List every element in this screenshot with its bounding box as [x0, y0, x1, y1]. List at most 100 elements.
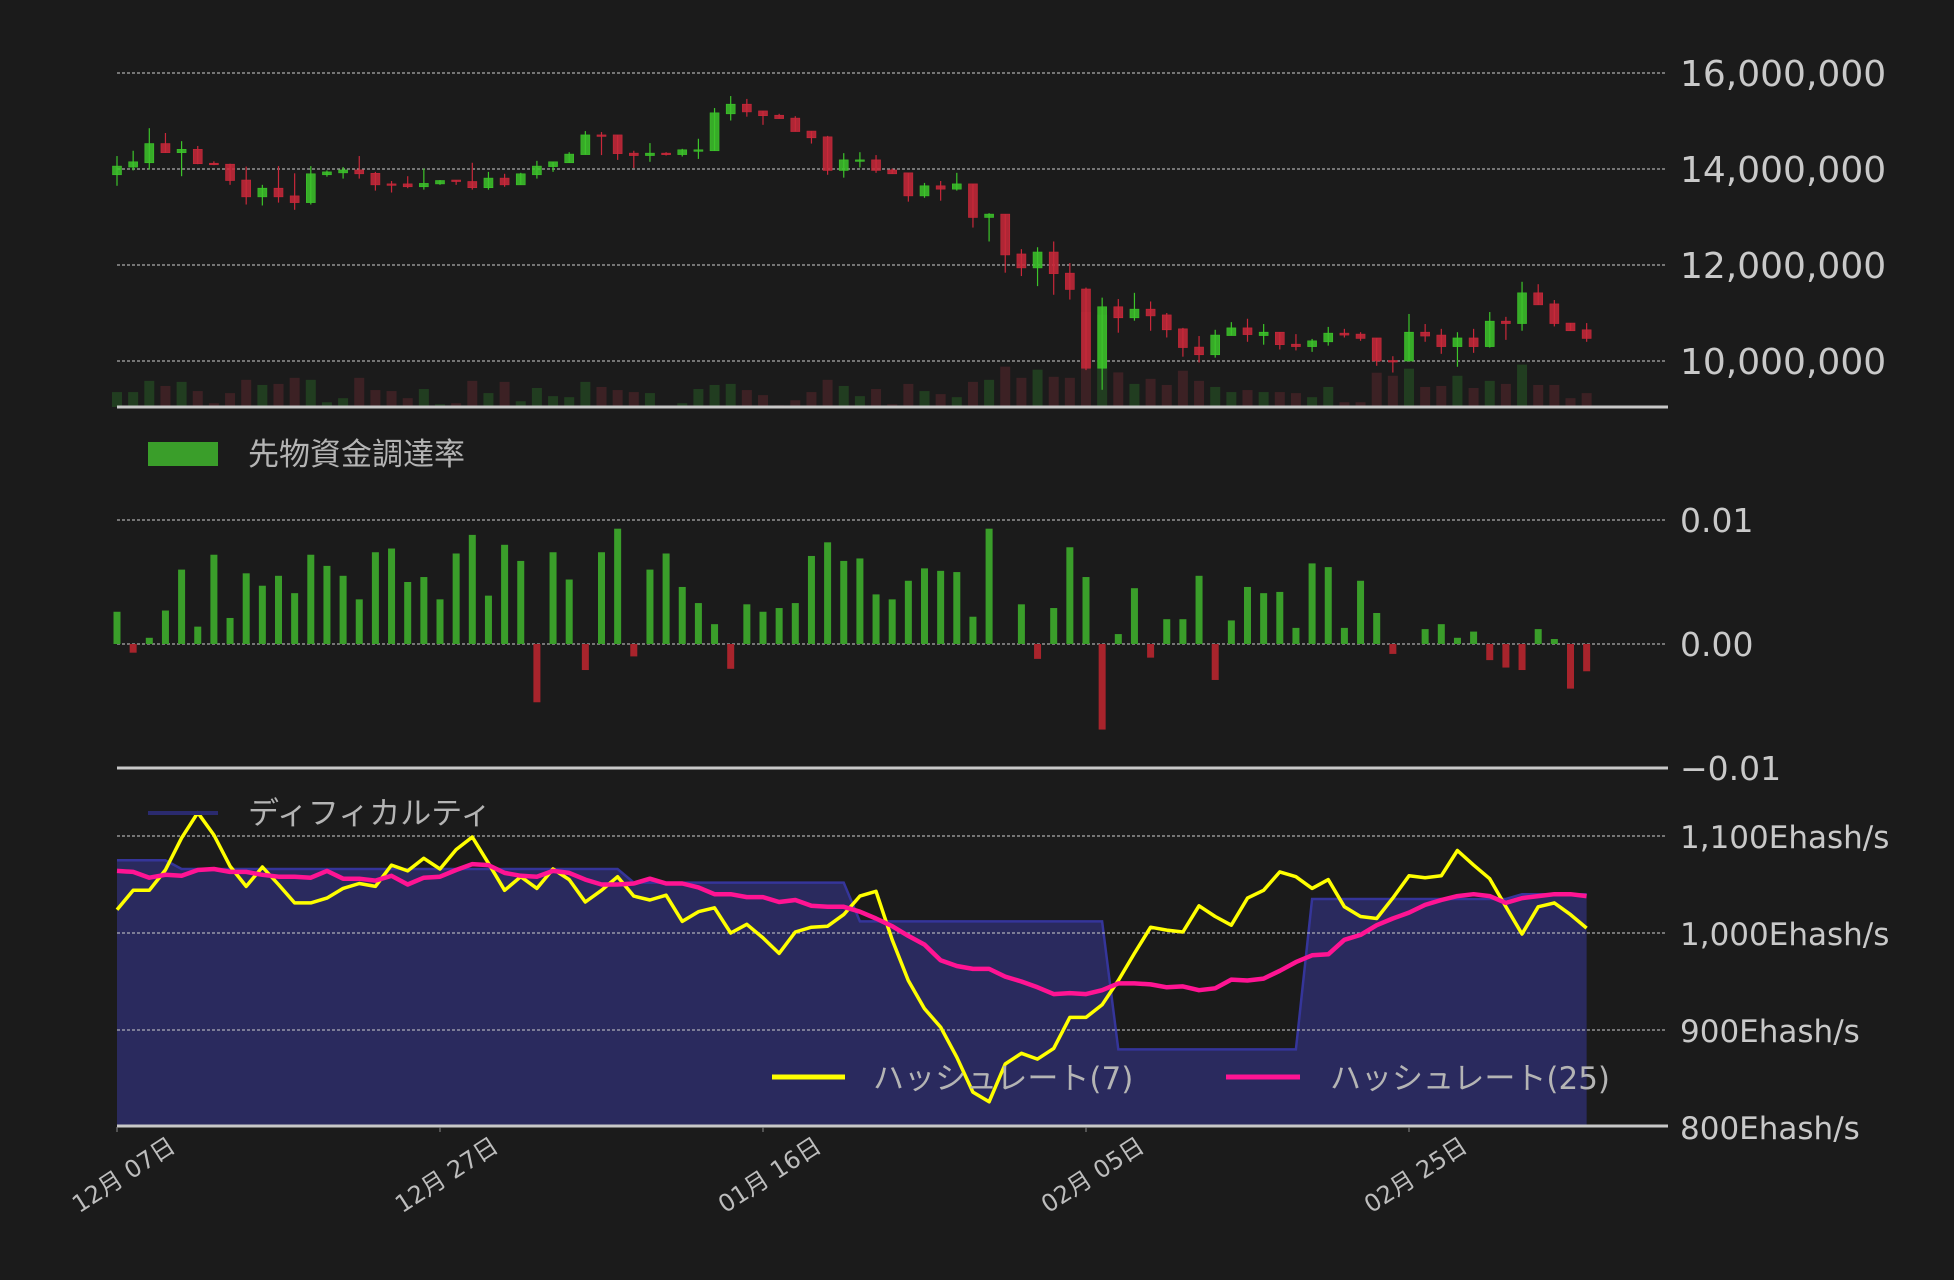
hashrate25-line: [116, 861, 1587, 997]
volume-bar: [128, 392, 139, 407]
funding-rate-panel: 先物資金調達率 0.01 0.00 −0.01: [113, 437, 1781, 788]
volume-bar: [693, 389, 704, 407]
candle-body: [693, 149, 704, 152]
funding-bar: [1308, 563, 1316, 644]
candle: [273, 166, 284, 203]
candle: [919, 182, 930, 198]
volume-bar: [838, 385, 849, 407]
candle-body: [257, 187, 268, 198]
candle-body: [144, 143, 155, 164]
candle: [774, 113, 784, 119]
candle-body: [499, 177, 510, 186]
volume-bar: [1258, 392, 1269, 407]
funding-bar: [323, 565, 331, 644]
candle-body: [532, 165, 542, 176]
candle-body: [1404, 331, 1414, 362]
funding-bar: [258, 585, 266, 644]
funding-bar: [501, 544, 509, 644]
funding-bar: [517, 560, 525, 644]
funding-legend-swatch: [148, 442, 218, 466]
candle: [1242, 318, 1253, 342]
funding-bar: [436, 599, 444, 644]
volume-bar: [1500, 383, 1511, 407]
candle-body: [305, 173, 316, 203]
volume-bar: [1404, 368, 1414, 407]
candle: [677, 148, 688, 157]
funding-bar: [1066, 547, 1074, 644]
candle: [467, 162, 478, 190]
funding-bar: [371, 552, 379, 644]
volume-bar: [176, 381, 187, 407]
volume-bar: [1242, 390, 1253, 407]
funding-bar: [1260, 593, 1268, 644]
volume-bar: [531, 388, 542, 407]
candle: [1258, 324, 1269, 345]
funding-bar: [694, 603, 702, 644]
hashrate-legends: ディフィカルティ ハッシュレート(7) ハッシュレート(25): [148, 796, 1610, 1097]
volume-bar: [548, 396, 559, 407]
candle-body: [838, 159, 849, 171]
funding-bar: [888, 599, 896, 644]
candle: [661, 152, 671, 156]
volume-bar: [1420, 386, 1431, 407]
funding-bar: [452, 553, 460, 644]
volume-bar: [741, 390, 752, 407]
candle: [1275, 331, 1285, 350]
volume-bar: [1048, 376, 1059, 407]
funding-bar: [614, 528, 622, 644]
funding-bar: [242, 573, 250, 644]
candle: [1032, 247, 1043, 287]
funding-bar: [226, 617, 234, 644]
candle: [935, 181, 946, 201]
volume-bar: [241, 379, 252, 407]
difficulty-legend-label: ディフィカルティ: [248, 796, 491, 832]
candle: [1048, 241, 1059, 295]
candle: [144, 128, 155, 170]
volume-bar: [305, 379, 316, 407]
funding-bar: [1211, 644, 1219, 680]
candle: [1371, 337, 1382, 366]
volume-bar: [160, 385, 171, 407]
volume-bar: [144, 380, 155, 407]
volume-bar: [1113, 372, 1124, 407]
funding-bar: [1340, 627, 1348, 644]
candle: [612, 134, 623, 160]
candle: [1468, 328, 1479, 353]
candle: [806, 130, 817, 144]
candle-body: [1081, 288, 1091, 369]
volume-bar: [1194, 380, 1205, 407]
volume-bar: [1032, 369, 1043, 407]
volume-bar: [1517, 364, 1528, 407]
funding-bar: [1114, 634, 1122, 644]
candle-body: [1000, 213, 1011, 256]
candle: [1129, 292, 1140, 321]
volume-bar: [1549, 384, 1560, 407]
volume-bar: [1016, 377, 1027, 407]
candle-body: [419, 183, 429, 188]
funding-bar: [856, 558, 864, 644]
hashrate-tick-label: 1,000Ehash/s: [1680, 917, 1889, 953]
candle-body: [1565, 322, 1576, 332]
funding-bar: [1082, 577, 1090, 644]
candle-body: [1275, 331, 1285, 345]
candle-body: [1339, 332, 1350, 336]
candle-body: [790, 117, 801, 132]
volume-bar: [451, 403, 462, 407]
candle-body: [354, 169, 365, 175]
funding-bar: [872, 594, 880, 644]
funding-bar: [646, 569, 654, 644]
volume-bar: [208, 403, 219, 407]
funding-bar: [1389, 644, 1397, 654]
candle-body: [1032, 251, 1043, 269]
volume-bar: [112, 392, 122, 407]
funding-bar: [533, 644, 541, 703]
funding-bar: [1227, 620, 1235, 644]
price-tick-label: 12,000,000: [1680, 246, 1886, 287]
funding-bar: [1470, 631, 1478, 644]
candle: [1549, 300, 1560, 327]
funding-bar: [1534, 629, 1542, 644]
volume-bar: [806, 392, 817, 407]
candle: [209, 161, 219, 166]
funding-bar: [775, 608, 783, 644]
